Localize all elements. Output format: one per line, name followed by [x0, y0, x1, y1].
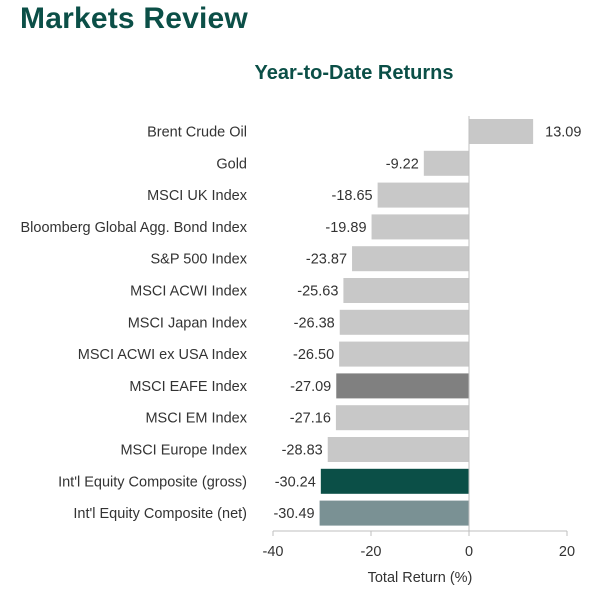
bar-msci-acwi-ex-usa-index — [339, 341, 469, 367]
category-label-bloomberg-global-agg-bond-index: Bloomberg Global Agg. Bond Index — [20, 220, 247, 236]
category-label-msci-uk-index: MSCI UK Index — [147, 188, 248, 204]
bar-int-l-equity-composite-net — [319, 500, 469, 526]
bar-msci-europe-index — [327, 437, 469, 462]
category-label-msci-acwi-ex-usa-index: MSCI ACWI ex USA Index — [78, 347, 248, 363]
value-label-bloomberg-global-agg-bond-index: -19.89 — [325, 220, 366, 236]
category-label-int-l-equity-composite-net: Int'l Equity Composite (net) — [73, 506, 247, 522]
category-label-msci-acwi-index: MSCI ACWI Index — [130, 284, 248, 300]
category-label-s-p-500-index: S&P 500 Index — [151, 252, 248, 268]
value-label-msci-eafe-index: -27.09 — [290, 379, 331, 395]
value-label-msci-acwi-index: -25.63 — [297, 284, 338, 300]
value-label-s-p-500-index: -23.87 — [306, 252, 347, 268]
value-label-msci-em-index: -27.16 — [290, 411, 331, 427]
bar-msci-japan-index — [339, 309, 469, 335]
chart-title: Year-to-Date Returns — [254, 62, 454, 84]
category-label-msci-europe-index: MSCI Europe Index — [120, 443, 247, 459]
bar-bloomberg-global-agg-bond-index — [371, 214, 469, 240]
x-tick-label-20: 20 — [559, 544, 575, 560]
bar-int-l-equity-composite-gross — [320, 468, 469, 494]
x-tick-label--20: -20 — [361, 544, 382, 560]
bar-msci-uk-index — [377, 182, 469, 208]
value-label-int-l-equity-composite-net: -30.49 — [273, 506, 314, 522]
category-label-msci-eafe-index: MSCI EAFE Index — [129, 379, 247, 395]
category-label-msci-japan-index: MSCI Japan Index — [128, 315, 248, 331]
bar-brent-crude-oil — [469, 119, 534, 144]
bar-msci-eafe-index — [336, 373, 469, 399]
x-tick-label-0: 0 — [465, 544, 473, 560]
category-label-int-l-equity-composite-gross: Int'l Equity Composite (gross) — [58, 474, 247, 490]
bar-msci-em-index — [335, 405, 469, 431]
bar-s-p-500-index — [352, 246, 469, 272]
x-tick-label--40: -40 — [263, 544, 284, 560]
bar-msci-acwi-index — [343, 278, 469, 303]
category-label-brent-crude-oil: Brent Crude Oil — [147, 125, 247, 141]
value-label-msci-uk-index: -18.65 — [331, 188, 372, 204]
bar-gold — [423, 150, 469, 176]
page-title: Markets Review — [20, 2, 248, 35]
value-label-msci-acwi-ex-usa-index: -26.50 — [293, 347, 334, 363]
value-label-gold: -9.22 — [386, 156, 419, 172]
bars-group: Brent Crude Oil 13.09 Gold -9.22 MSCI UK Ind… — [20, 119, 581, 526]
value-label-msci-europe-index: -28.83 — [282, 443, 323, 459]
x-axis-title: Total Return (%) — [368, 570, 473, 586]
x-axis: -40 -20 0 20 — [263, 116, 575, 560]
value-label-int-l-equity-composite-gross: -30.24 — [275, 474, 316, 490]
value-label-brent-crude-oil: 13.09 — [545, 125, 581, 141]
value-label-msci-japan-index: -26.38 — [294, 315, 335, 331]
category-label-gold: Gold — [216, 156, 247, 172]
category-label-msci-em-index: MSCI EM Index — [145, 411, 247, 427]
